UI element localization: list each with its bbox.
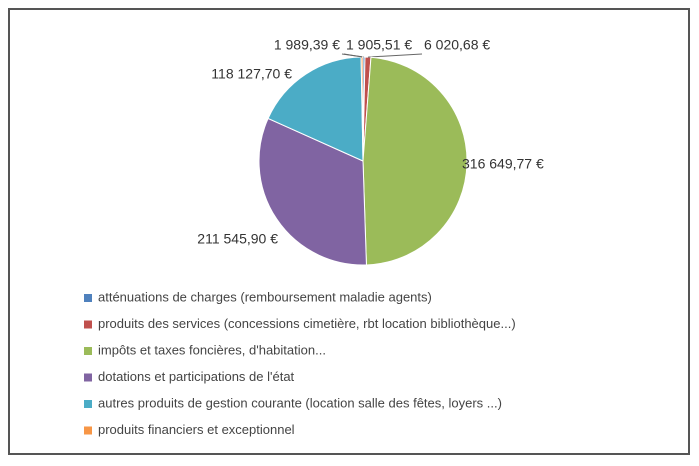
legend-label: produits des services (concessions cimet…	[98, 316, 516, 331]
legend-label: dotations et participations de l'état	[98, 369, 295, 384]
data-label: 211 545,90 €	[197, 231, 278, 247]
legend-label: impôts et taxes foncières, d'habitation.…	[98, 342, 326, 357]
data-label: 1 989,39 €	[274, 37, 340, 53]
leader-line	[343, 53, 363, 58]
legend-swatch	[84, 320, 92, 329]
leader-line	[367, 53, 423, 58]
pie-slice	[362, 56, 468, 266]
legend-label: produits financiers et exceptionnel	[98, 422, 295, 437]
legend-swatch	[84, 400, 92, 408]
data-label: 118 127,70 €	[211, 66, 292, 82]
pie-slice	[267, 56, 364, 162]
legend-label: atténuations de charges (remboursement m…	[98, 289, 432, 304]
legend-swatch	[84, 426, 92, 435]
legend-swatch	[84, 347, 92, 355]
data-label: 316 649,77 €	[462, 156, 544, 172]
legend-label: autres produits de gestion courante (loc…	[98, 395, 502, 410]
legend-swatch	[84, 294, 92, 302]
data-label: 1 905,51 €	[346, 37, 412, 53]
pie-slice	[258, 117, 367, 266]
legend-swatch	[84, 373, 92, 382]
data-label: 6 020,68 €	[424, 37, 490, 53]
